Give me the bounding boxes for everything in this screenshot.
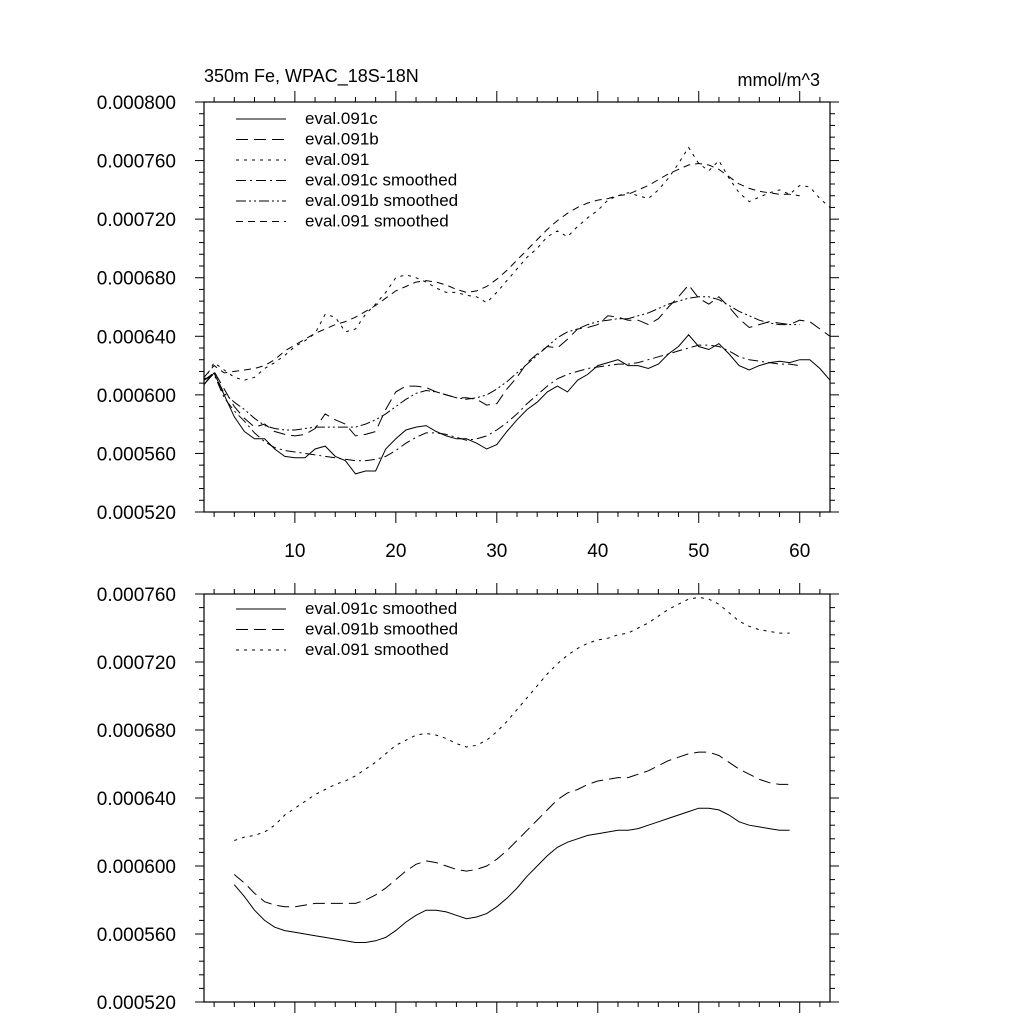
legend-label: eval.091b smoothed — [305, 620, 458, 639]
x-tick-label: 30 — [486, 541, 507, 562]
y-tick-label: 0.000600 — [97, 386, 176, 407]
series-line-eval-091c — [203, 334, 831, 475]
y-tick-label: 0.000640 — [97, 327, 176, 348]
top-panel: 10 20 30 40 50 60 0.000520 0.000560 0.000600 0.00… — [97, 91, 839, 562]
series-line-eval-091 — [203, 146, 831, 381]
y-tick-label: 0.000640 — [97, 789, 176, 810]
y-tick-label: 0.000720 — [97, 653, 176, 674]
y-tick-label: 0.000800 — [97, 93, 176, 114]
y-tick-label: 0.000600 — [97, 857, 176, 878]
series-line-eval-091c-smoothed — [233, 807, 790, 943]
y-tick-label: 0.000520 — [97, 503, 176, 524]
legend-label: eval.091b smoothed — [305, 191, 458, 210]
series-line-eval-091-smoothed — [203, 162, 800, 378]
plot-frame — [203, 101, 831, 513]
legend-label: eval.091 smoothed — [305, 212, 449, 231]
y-tick-label: 0.000520 — [97, 993, 176, 1014]
x-tick-label: 60 — [789, 541, 810, 562]
legend-label: eval.091c — [305, 109, 378, 128]
x-tick-label: 10 — [284, 541, 305, 562]
legend-label: eval.091 — [305, 150, 369, 169]
chart-title: 350m Fe, WPAC_18S-18N — [204, 66, 419, 87]
series-line-eval-091-smoothed — [234, 596, 790, 841]
y-tick-label: 0.000760 — [97, 152, 176, 173]
series-line-eval-091c-smoothed — [203, 344, 800, 462]
legend-label: eval.091b — [305, 130, 379, 149]
bottom-panel: 0.000520 0.000560 0.000600 0.000640 0.000680… — [97, 583, 839, 1014]
legend-label: eval.091c smoothed — [305, 171, 457, 190]
units-label: mmol/m^3 — [738, 70, 820, 90]
y-tick-label: 0.000680 — [97, 269, 176, 290]
x-tick-label: 20 — [385, 541, 406, 562]
x-tick-label: 50 — [688, 541, 709, 562]
y-tick-label: 0.000760 — [97, 585, 176, 606]
y-tick-label: 0.000560 — [97, 444, 176, 465]
y-tick-label: 0.000680 — [97, 721, 176, 742]
series-line-eval-091b-smoothed — [203, 296, 800, 431]
plot-frame — [203, 593, 831, 1003]
legend-label: eval.091 smoothed — [305, 640, 449, 659]
y-tick-label: 0.000720 — [97, 210, 176, 231]
series-line-eval-091b-smoothed — [233, 751, 790, 908]
legend-label: eval.091c smoothed — [305, 599, 457, 618]
y-tick-label: 0.000560 — [97, 925, 176, 946]
x-tick-label: 40 — [587, 541, 608, 562]
